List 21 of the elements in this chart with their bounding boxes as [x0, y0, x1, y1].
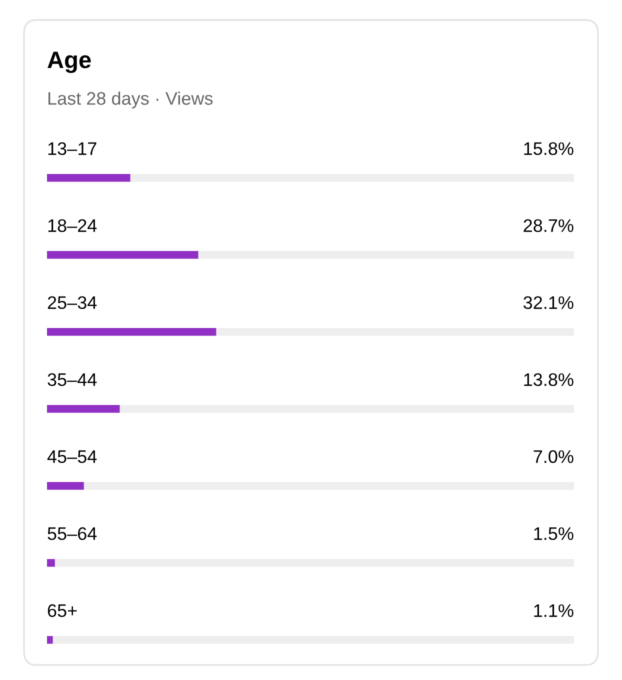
y-tick-label: 45–54 — [47, 450, 97, 464]
bar — [47, 482, 84, 490]
chart-title: Age — [48, 52, 91, 74]
y-tick-label: 35–44 — [48, 373, 97, 386]
chart-subtitle: Last 28 days · Views — [48, 92, 213, 108]
data-label: 7.0% — [534, 450, 574, 464]
bar — [47, 636, 53, 644]
y-tick-label: 13–17 — [48, 142, 96, 156]
data-label: 32.1% — [523, 296, 574, 310]
y-tick-label: 65+ — [48, 604, 77, 618]
bar — [47, 405, 120, 413]
data-label: 15.8% — [524, 142, 574, 156]
bar — [47, 174, 130, 182]
y-tick-label: 18–24 — [48, 219, 97, 232]
bar — [47, 559, 55, 567]
y-tick-label: 55–64 — [48, 527, 97, 540]
data-label: 1.1% — [534, 604, 574, 617]
data-label: 28.7% — [524, 219, 574, 232]
data-label: 13.8% — [524, 373, 574, 386]
data-label: 1.5% — [534, 527, 574, 540]
y-tick-label: 25–34 — [48, 296, 97, 310]
